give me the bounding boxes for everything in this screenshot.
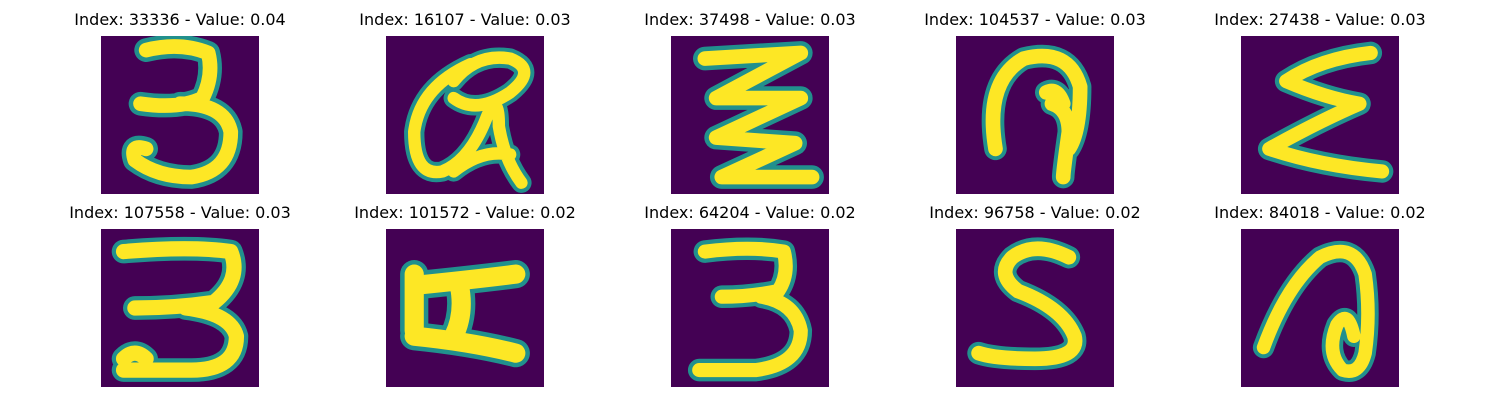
glyph-p-hook-image [956,36,1114,194]
sample-image [386,229,544,387]
sample-image [956,229,1114,387]
sample-panel: Index: 96758 - Value: 0.02 [905,201,1165,387]
sample-panel: Index: 104537 - Value: 0.03 [905,8,1165,194]
sample-title: Index: 104537 - Value: 0.03 [924,10,1146,29]
glyph-d-loop-image [1241,229,1399,387]
sample-image [956,36,1114,194]
sample-image [101,36,259,194]
sample-panel: Index: 33336 - Value: 0.04 [50,8,310,194]
glyph-sigma-image [1241,36,1399,194]
sample-title: Index: 37498 - Value: 0.03 [644,10,856,29]
sample-image [671,229,829,387]
glyph-3-flat-image [671,229,829,387]
sample-image [671,36,829,194]
sample-image [101,229,259,387]
sample-title: Index: 33336 - Value: 0.04 [74,10,286,29]
sample-panel: Index: 27438 - Value: 0.03 [1190,8,1450,194]
glyph-z-block-image [386,229,544,387]
sample-title: Index: 107558 - Value: 0.03 [69,203,291,222]
sample-title: Index: 101572 - Value: 0.02 [354,203,576,222]
sample-panel: Index: 16107 - Value: 0.03 [335,8,595,194]
sample-panel: Index: 64204 - Value: 0.02 [620,201,880,387]
sample-title: Index: 27438 - Value: 0.03 [1214,10,1426,29]
sample-title: Index: 16107 - Value: 0.03 [359,10,571,29]
glyph-5-image [956,229,1114,387]
sample-panel: Index: 84018 - Value: 0.02 [1190,201,1450,387]
sample-title: Index: 64204 - Value: 0.02 [644,203,856,222]
sample-title: Index: 84018 - Value: 0.02 [1214,203,1426,222]
sample-title: Index: 96758 - Value: 0.02 [929,203,1141,222]
sample-image [1241,36,1399,194]
glyph-3-bold-image [101,229,259,387]
sample-image [386,36,544,194]
sample-image [1241,229,1399,387]
glyph-zigzag-image [671,36,829,194]
sample-panel: Index: 107558 - Value: 0.03 [50,201,310,387]
sample-panel: Index: 101572 - Value: 0.02 [335,201,595,387]
glyph-a-loop-image [386,36,544,194]
glyph-3-image [101,36,259,194]
sample-panel: Index: 37498 - Value: 0.03 [620,8,880,194]
